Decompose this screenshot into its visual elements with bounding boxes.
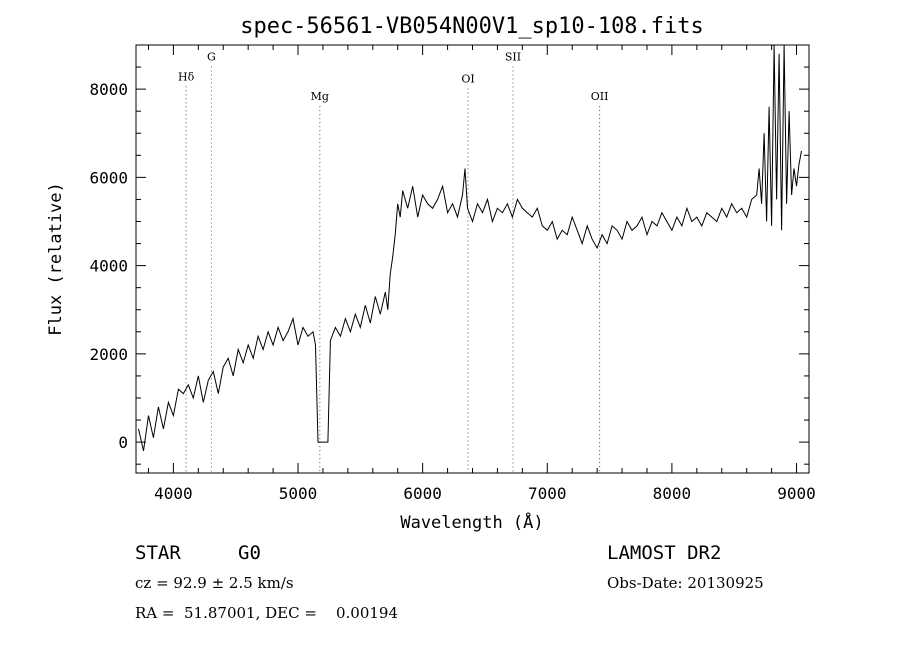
plot-frame	[135, 44, 810, 474]
x-tick-label-2: 6000	[403, 484, 442, 503]
observation-date: Obs-Date: 20130925	[607, 574, 764, 592]
chart-title: spec-56561-VB054N00V1_sp10-108.fits	[240, 14, 704, 39]
y-tick-label-0: 0	[118, 433, 128, 452]
y-tick-label-3: 6000	[89, 168, 128, 187]
y-tick-label-4: 8000	[89, 80, 128, 99]
x-tick-label-0: 4000	[154, 484, 193, 503]
coordinates: RA = 51.87001, DEC = 0.00194	[135, 604, 398, 622]
spectral-line-markers: Hδ G Mg OI SII OII	[178, 50, 608, 473]
object-class: STAR	[135, 542, 181, 564]
x-axis: 4000 5000 6000 7000 8000 9000	[147, 45, 816, 503]
y-axis: 0 2000 4000 6000 8000	[89, 44, 809, 465]
x-tick-label-3: 7000	[528, 484, 567, 503]
redshift-velocity: cz = 92.9 ± 2.5 km/s	[135, 574, 294, 592]
spectrum-line	[138, 44, 802, 452]
marker-label-0: Hδ	[178, 70, 195, 83]
marker-label-3: OI	[461, 73, 474, 86]
y-axis-label: Flux (relative)	[46, 182, 66, 336]
x-tick-label-5: 9000	[777, 484, 816, 503]
survey-name: LAMOST DR2	[607, 542, 722, 564]
marker-label-4: SII	[505, 50, 521, 63]
y-tick-label-1: 2000	[89, 345, 128, 364]
x-tick-label-4: 8000	[653, 484, 692, 503]
marker-label-2: Mg	[311, 90, 329, 103]
x-tick-label-1: 5000	[279, 484, 318, 503]
object-subclass: G0	[238, 542, 261, 564]
marker-label-5: OII	[591, 90, 609, 103]
x-axis-label: Wavelength (Å)	[400, 511, 543, 533]
marker-label-1: G	[207, 50, 216, 63]
y-tick-label-2: 4000	[89, 257, 128, 276]
